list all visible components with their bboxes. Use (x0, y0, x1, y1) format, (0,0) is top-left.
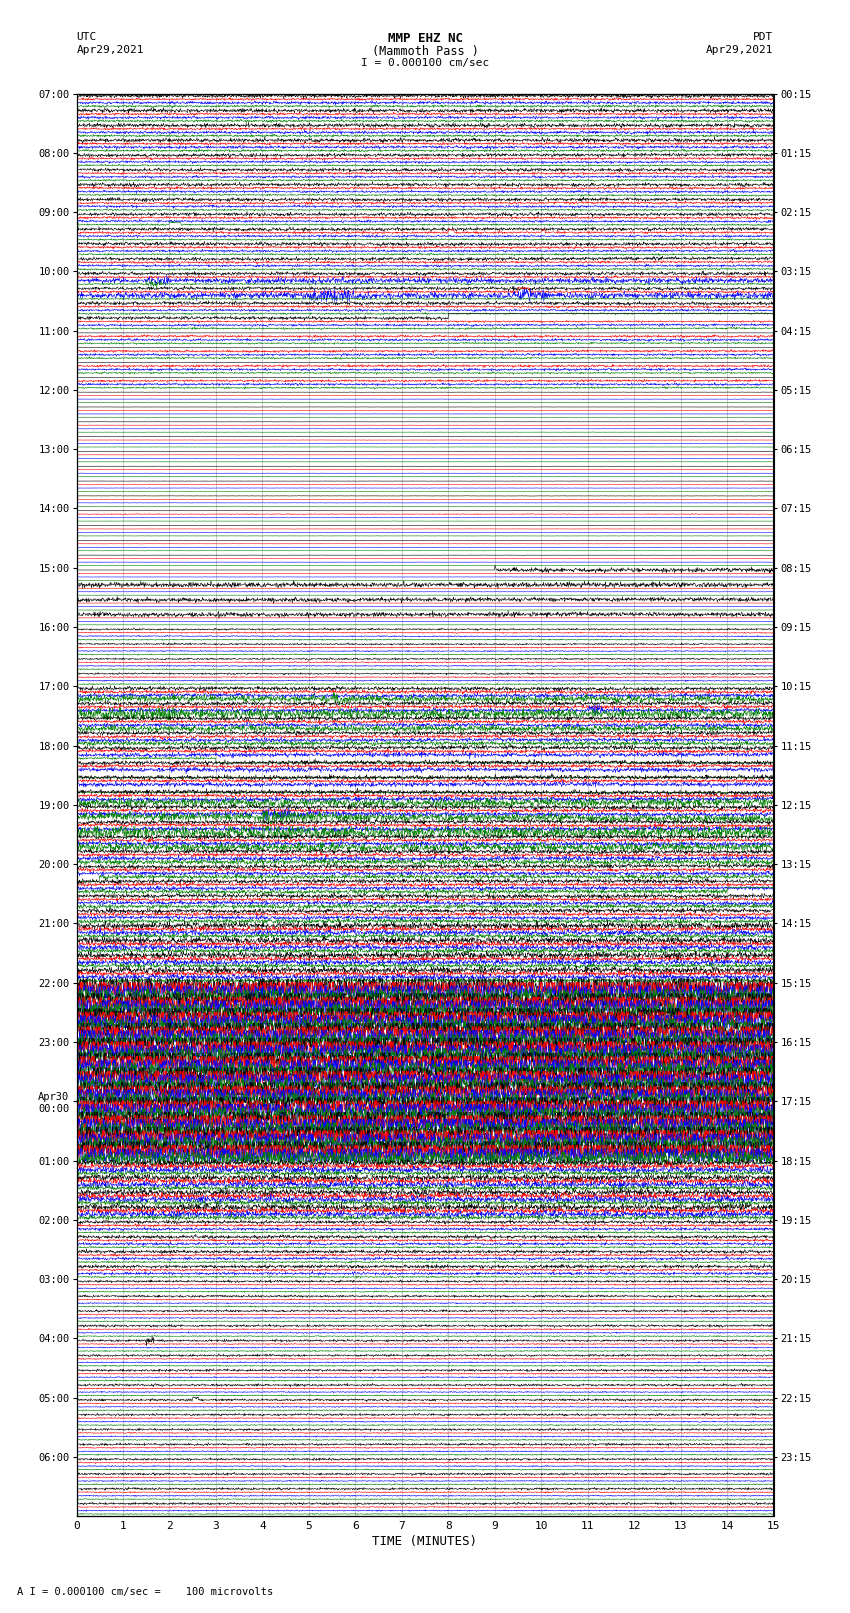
Text: PDT: PDT (753, 32, 774, 42)
Text: UTC: UTC (76, 32, 97, 42)
Text: A I = 0.000100 cm/sec =    100 microvolts: A I = 0.000100 cm/sec = 100 microvolts (17, 1587, 273, 1597)
Text: MMP EHZ NC: MMP EHZ NC (388, 32, 462, 45)
Text: Apr29,2021: Apr29,2021 (706, 45, 774, 55)
X-axis label: TIME (MINUTES): TIME (MINUTES) (372, 1536, 478, 1548)
Text: I = 0.000100 cm/sec: I = 0.000100 cm/sec (361, 58, 489, 68)
Text: (Mammoth Pass ): (Mammoth Pass ) (371, 45, 479, 58)
Text: Apr29,2021: Apr29,2021 (76, 45, 144, 55)
